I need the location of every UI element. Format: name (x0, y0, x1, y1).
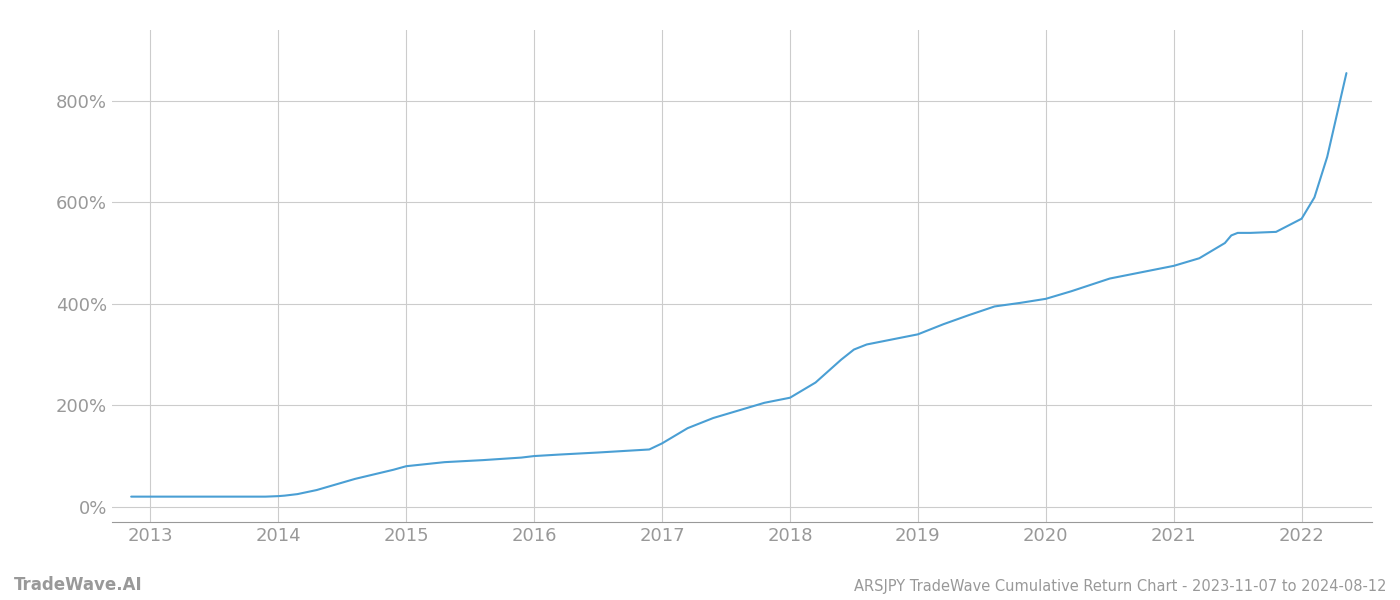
Text: ARSJPY TradeWave Cumulative Return Chart - 2023-11-07 to 2024-08-12: ARSJPY TradeWave Cumulative Return Chart… (854, 579, 1386, 594)
Text: TradeWave.AI: TradeWave.AI (14, 576, 143, 594)
